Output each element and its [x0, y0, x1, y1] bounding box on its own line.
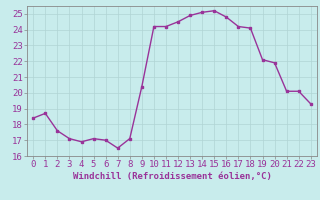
X-axis label: Windchill (Refroidissement éolien,°C): Windchill (Refroidissement éolien,°C) [73, 172, 271, 181]
